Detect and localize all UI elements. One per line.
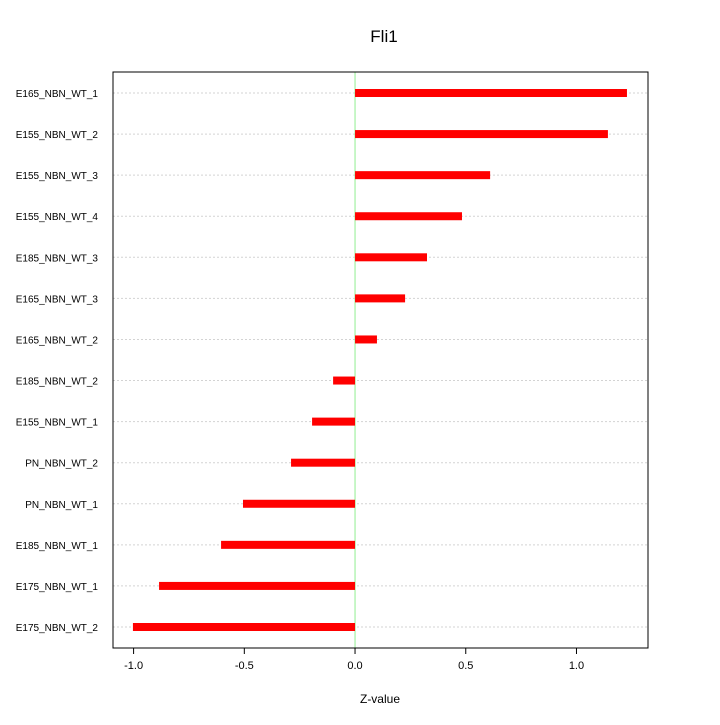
x-tick-label: -0.5	[235, 660, 254, 672]
y-tick-label: E165_NBN_WT_3	[16, 294, 99, 305]
x-tick-label: 1.0	[569, 660, 584, 672]
bar-PN_NBN_WT_2	[291, 458, 356, 467]
x-tick-label: 0.5	[458, 660, 473, 672]
bar-E175_NBN_WT_1	[159, 581, 356, 590]
plot-frame	[112, 71, 649, 649]
x-tick-label: 0.0	[347, 660, 362, 672]
bar-E155_NBN_WT_1	[312, 417, 356, 426]
bar-E155_NBN_WT_4	[355, 212, 462, 221]
y-tick-label: E175_NBN_WT_1	[16, 582, 99, 593]
y-tick-label: E155_NBN_WT_3	[16, 171, 99, 182]
y-tick-labels: E165_NBN_WT_1 E155_NBN_WT_2 E155_NBN_WT_3 E…	[16, 89, 99, 634]
bars	[132, 89, 627, 631]
x-axis: -1.0 -0.5 0.0 0.5 1.0	[124, 647, 584, 672]
bar-E165_NBN_WT_1	[355, 89, 627, 97]
y-tick-label: E175_NBN_WT_2	[16, 623, 99, 634]
y-tick-label: E155_NBN_WT_4	[16, 212, 99, 223]
bar-E165_NBN_WT_2	[355, 335, 377, 344]
bar-E155_NBN_WT_3	[355, 171, 491, 180]
y-tick-label: E185_NBN_WT_2	[16, 377, 99, 388]
chart-title: Fli1	[370, 27, 397, 46]
bar-E185_NBN_WT_1	[221, 540, 356, 549]
y-tick-label: E155_NBN_WT_1	[16, 418, 99, 429]
bar-E165_NBN_WT_3	[355, 294, 406, 303]
y-tick-label: E185_NBN_WT_3	[16, 253, 99, 264]
y-tick-label: E185_NBN_WT_1	[16, 541, 99, 552]
bar-E185_NBN_WT_3	[355, 253, 428, 262]
bar-E175_NBN_WT_2	[132, 623, 356, 631]
bar-E185_NBN_WT_2	[333, 376, 356, 385]
x-axis-label: Z-value	[360, 692, 400, 706]
y-tick-label: E165_NBN_WT_2	[16, 335, 99, 346]
bar-E155_NBN_WT_2	[355, 130, 608, 139]
y-tick-label: PN_NBN_WT_2	[25, 459, 98, 470]
x-tick-label: -1.0	[124, 660, 143, 672]
y-tick-label: PN_NBN_WT_1	[25, 500, 98, 511]
y-tick-label: E165_NBN_WT_1	[16, 89, 99, 100]
bar-PN_NBN_WT_1	[242, 499, 356, 508]
y-tick-label: E155_NBN_WT_2	[16, 130, 99, 141]
